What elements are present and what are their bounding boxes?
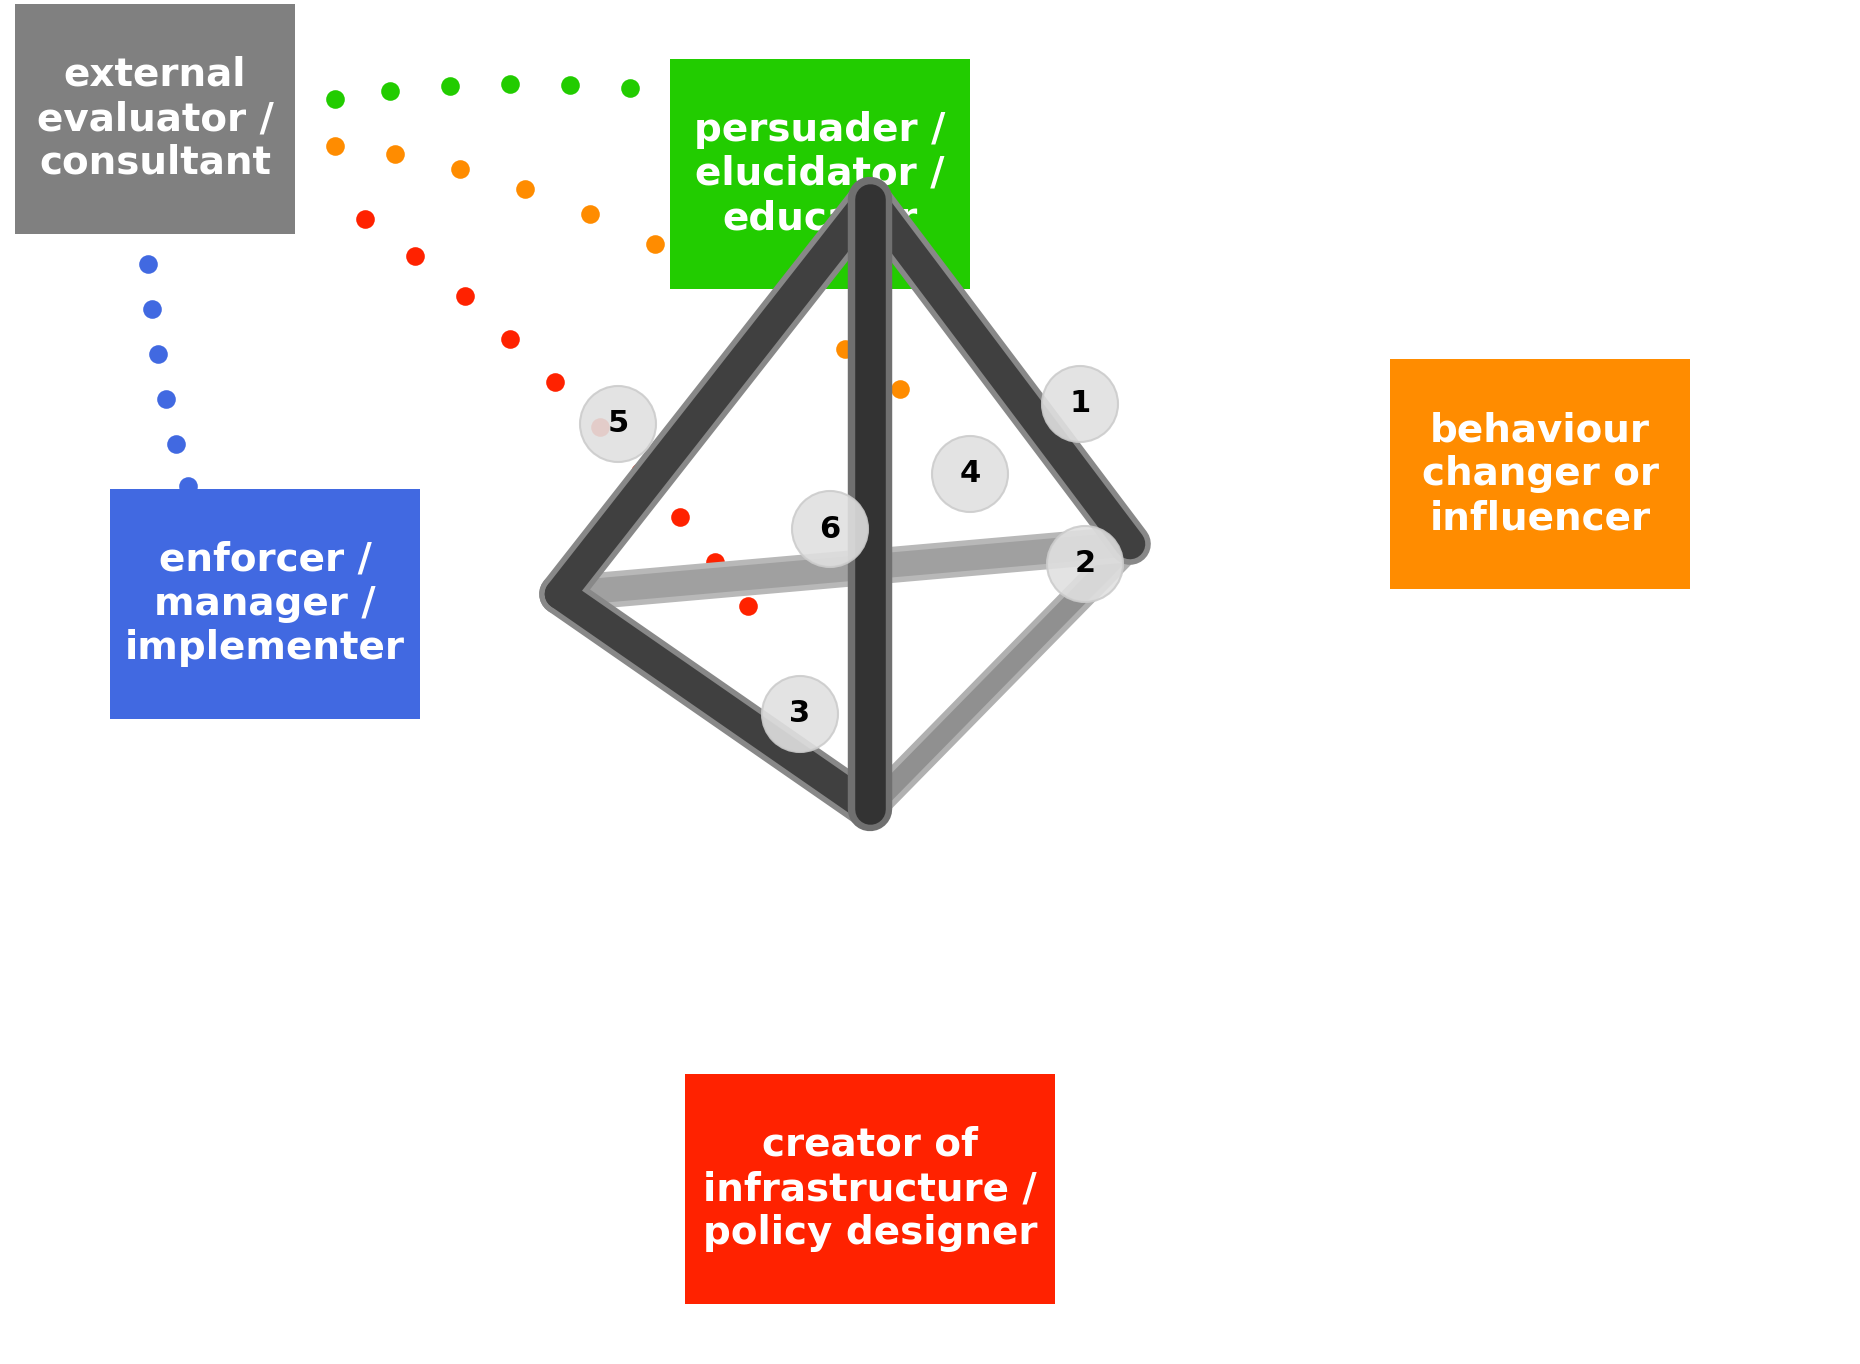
Point [733, 595, 763, 617]
Point [162, 434, 192, 456]
Point [450, 285, 480, 307]
Point [735, 90, 764, 112]
Text: 2: 2 [1075, 550, 1096, 578]
Point [400, 246, 430, 267]
Text: 5: 5 [608, 409, 629, 438]
FancyBboxPatch shape [684, 1073, 1055, 1304]
Circle shape [932, 436, 1008, 512]
Circle shape [580, 386, 657, 462]
Text: creator of
infrastructure /
policy designer: creator of infrastructure / policy desig… [703, 1127, 1038, 1252]
Point [575, 203, 604, 225]
Circle shape [1047, 527, 1123, 602]
Point [850, 105, 880, 127]
Point [151, 389, 180, 411]
Point [320, 135, 350, 157]
Point [138, 299, 167, 321]
Point [616, 78, 645, 100]
Point [666, 506, 696, 528]
Point [379, 143, 409, 165]
FancyBboxPatch shape [1389, 359, 1691, 589]
FancyBboxPatch shape [670, 59, 971, 289]
Point [539, 371, 569, 393]
Circle shape [763, 677, 839, 752]
Point [586, 416, 616, 438]
Point [173, 475, 203, 496]
Circle shape [1042, 366, 1118, 442]
Point [885, 378, 915, 400]
Text: 1: 1 [1070, 390, 1090, 419]
Circle shape [792, 491, 869, 567]
Point [554, 74, 584, 95]
Text: 6: 6 [820, 514, 841, 543]
Point [445, 158, 474, 180]
Point [143, 344, 173, 366]
FancyBboxPatch shape [15, 4, 296, 235]
Point [376, 80, 405, 102]
Point [435, 75, 465, 97]
Point [320, 89, 350, 110]
Point [134, 254, 164, 276]
Point [830, 338, 859, 360]
Point [640, 233, 670, 255]
Point [625, 461, 655, 483]
Text: enforcer /
manager /
implementer: enforcer / manager / implementer [125, 542, 405, 667]
Text: 4: 4 [960, 460, 980, 488]
Point [188, 513, 218, 535]
Point [495, 74, 525, 95]
Point [699, 551, 729, 573]
Point [350, 209, 379, 231]
Text: external
evaluator /
consultant: external evaluator / consultant [37, 56, 273, 181]
Point [675, 83, 705, 105]
Text: 3: 3 [789, 700, 811, 728]
Point [794, 98, 824, 120]
Text: persuader /
elucidator /
educator: persuader / elucidator / educator [694, 110, 945, 237]
FancyBboxPatch shape [110, 490, 420, 719]
Text: behaviour
changer or
influencer: behaviour changer or influencer [1421, 411, 1659, 537]
Point [130, 209, 160, 231]
Point [770, 303, 800, 325]
Point [495, 329, 525, 351]
Point [705, 269, 735, 291]
Point [510, 179, 539, 201]
